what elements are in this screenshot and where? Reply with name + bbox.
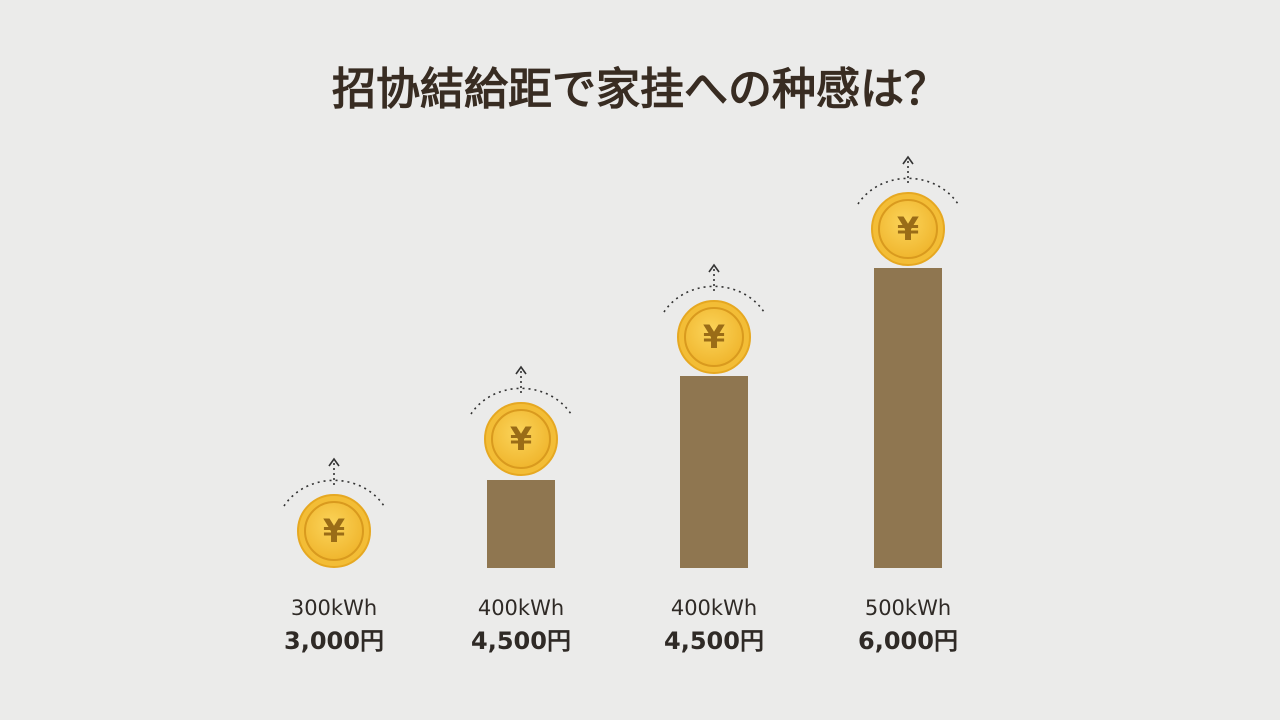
cost-label: 4,500円: [471, 627, 571, 655]
coin-face: [304, 501, 364, 561]
coin-face: [491, 409, 551, 469]
cost-label: 3,000円: [284, 627, 384, 655]
bar: [680, 376, 748, 568]
coin-symbol: ¥: [323, 512, 345, 550]
cost-label: 6,000円: [858, 627, 958, 655]
title: 招协結給距で家挂への种感は？: [332, 64, 948, 115]
usage-label: 400kWh: [478, 596, 564, 620]
bar: [874, 268, 942, 568]
arrow-head: [902, 155, 914, 165]
usage-label: 500kWh: [865, 596, 951, 620]
arrow-head: [708, 263, 720, 273]
coin-face: [684, 307, 744, 367]
arrow-head: [515, 365, 527, 375]
coin-symbol: ¥: [897, 210, 919, 248]
coin-face: [878, 199, 938, 259]
cost-label: 4,500円: [664, 627, 764, 655]
arrow-head: [328, 457, 340, 467]
coin-symbol: ¥: [703, 318, 725, 356]
bar: [487, 480, 555, 568]
coin-symbol: ¥: [510, 420, 532, 458]
usage-label: 400kWh: [671, 596, 757, 620]
usage-label: 300kWh: [291, 596, 377, 620]
